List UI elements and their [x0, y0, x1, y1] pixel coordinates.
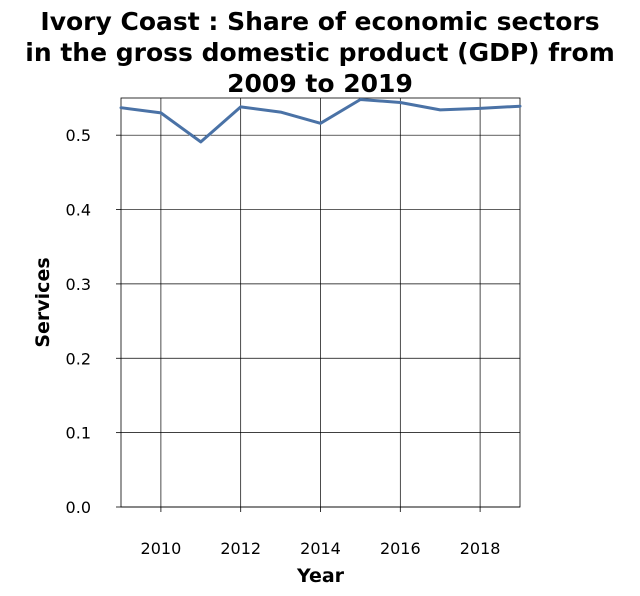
- y-tick-label: 0.0: [66, 498, 91, 517]
- series-layer: [119, 98, 522, 144]
- y-tick-label: 0.1: [66, 424, 91, 443]
- x-axis-title: Year: [296, 565, 345, 587]
- x-tick-label: 2016: [380, 539, 421, 558]
- y-tick-label: 0.3: [66, 275, 91, 294]
- plot-frame: [120, 97, 521, 508]
- grid-layer: [116, 98, 520, 512]
- chart-title: Ivory Coast : Share of economic sectors …: [25, 7, 615, 98]
- y-tick-label: 0.4: [66, 201, 91, 220]
- y-tick-labels: 0.0 0.1 0.2 0.3 0.4 0.5: [66, 126, 91, 517]
- x-tick-label: 2010: [141, 539, 182, 558]
- y-axis-title: Services: [32, 257, 54, 347]
- x-tick-label: 2012: [220, 539, 261, 558]
- y-tick-label: 0.5: [66, 126, 91, 145]
- y-tick-label: 0.2: [66, 349, 91, 368]
- x-tick-label: 2014: [300, 539, 341, 558]
- series-line-services: [119, 98, 522, 144]
- x-tick-label: 2018: [460, 539, 501, 558]
- x-tick-labels: 2010 2012 2014 2016 2018: [141, 539, 501, 558]
